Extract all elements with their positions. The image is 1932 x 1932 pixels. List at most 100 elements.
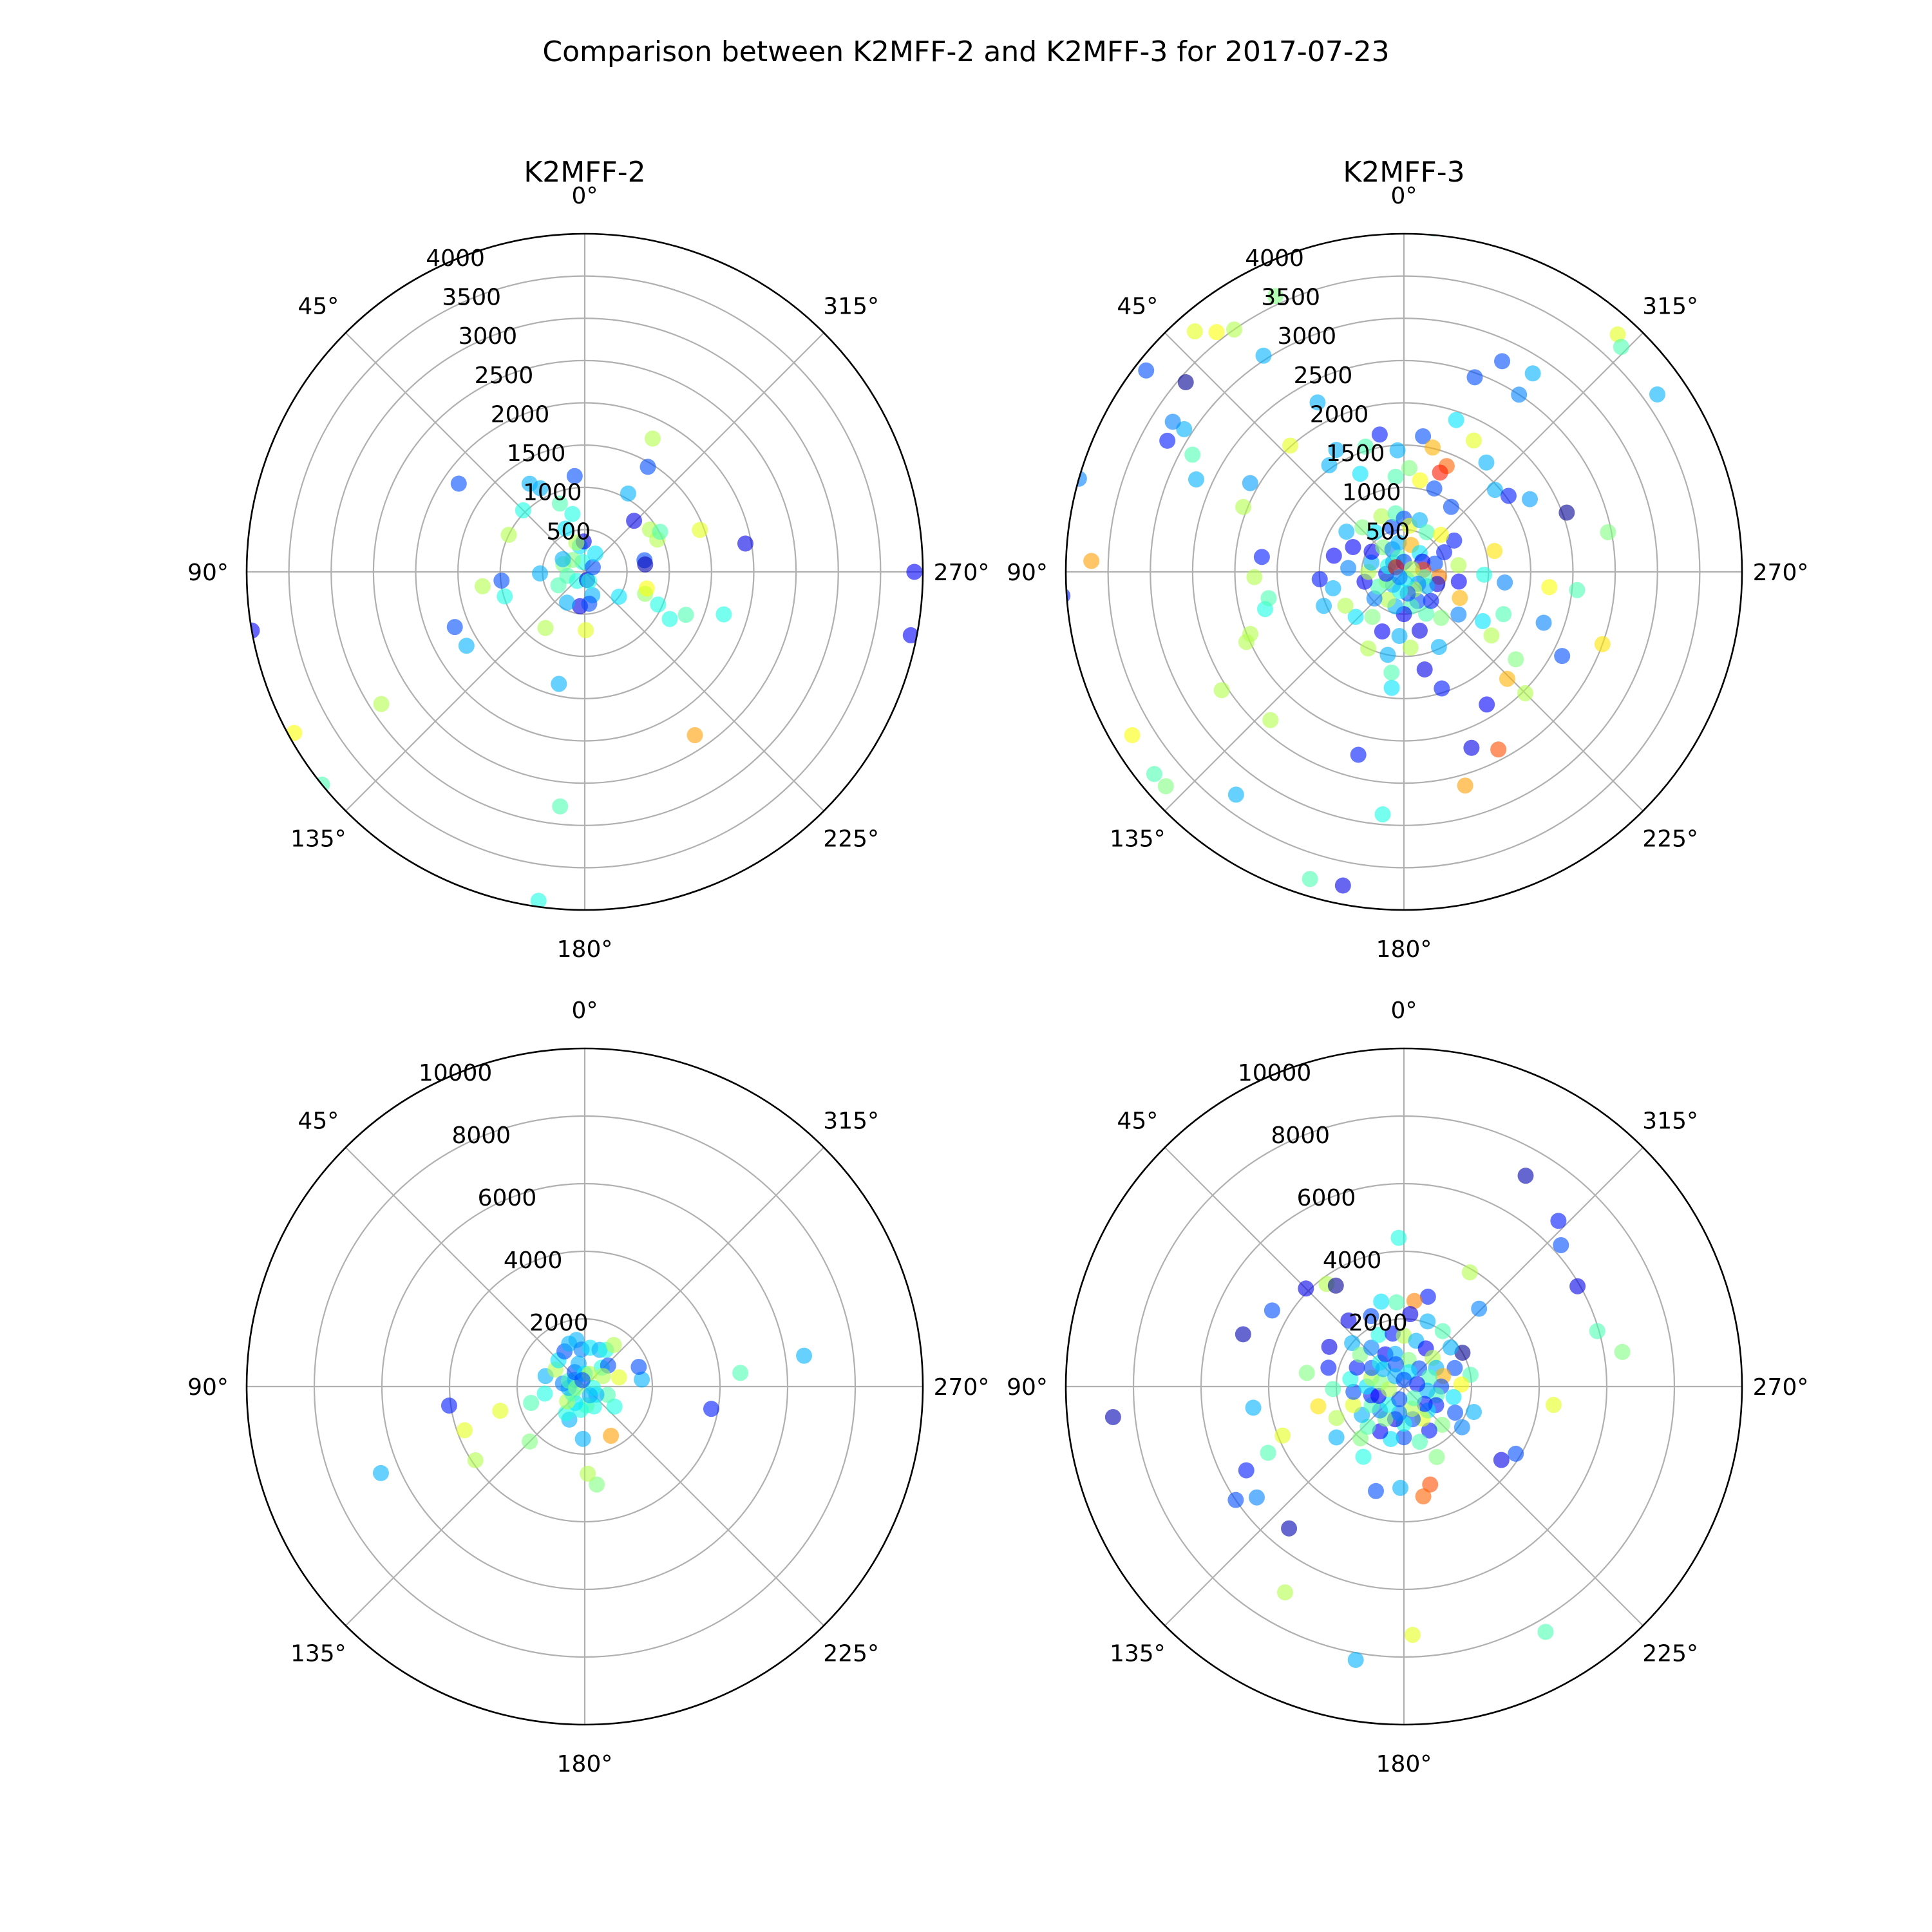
- data-point: [1569, 1278, 1586, 1294]
- data-point: [581, 573, 598, 589]
- polar-panel-3: 2000 4000 6000 8000 10000 0° 45° 90° 135° 180° 225…: [187, 998, 989, 1777]
- data-point: [1522, 491, 1539, 507]
- data-point: [1302, 871, 1318, 887]
- data-point: [1443, 498, 1459, 515]
- data-point: [1434, 680, 1450, 697]
- data-point: [1554, 648, 1571, 665]
- data-point: [1434, 1323, 1451, 1340]
- data-point: [1282, 437, 1298, 454]
- data-point: [1373, 508, 1390, 525]
- radial-tick-label: 2500: [1294, 363, 1353, 389]
- data-point: [1358, 438, 1374, 455]
- data-point: [611, 589, 627, 605]
- data-point: [1558, 504, 1575, 521]
- data-point: [1479, 696, 1495, 713]
- data-point: [1499, 670, 1515, 687]
- data-point: [630, 1358, 647, 1375]
- data-point: [458, 638, 475, 654]
- angular-tick-label: 315°: [1642, 293, 1698, 319]
- data-point: [1392, 1479, 1409, 1496]
- angular-tick-label: 270°: [934, 1374, 990, 1401]
- angular-tick-label: 135°: [290, 1641, 346, 1667]
- data-point: [1401, 460, 1417, 477]
- data-point: [574, 1372, 591, 1388]
- scatter-points: [246, 430, 923, 909]
- data-point: [373, 696, 390, 712]
- data-point: [692, 522, 708, 538]
- data-point: [450, 475, 467, 492]
- data-point: [1227, 1492, 1244, 1508]
- data-point: [1316, 598, 1332, 614]
- data-point: [1476, 566, 1493, 583]
- radial-tick-label: 2000: [1310, 401, 1369, 428]
- radial-tick-label: 4000: [1323, 1247, 1382, 1274]
- angular-grid-line: [345, 571, 585, 812]
- data-point: [523, 1394, 540, 1411]
- data-point: [1405, 1390, 1422, 1406]
- data-point: [732, 1365, 749, 1381]
- data-point: [1340, 1312, 1357, 1329]
- data-point: [1379, 647, 1396, 663]
- data-point: [1402, 1306, 1419, 1323]
- radial-tick-label: 1000: [523, 480, 582, 506]
- data-point: [1422, 1476, 1439, 1493]
- data-point: [1253, 549, 1270, 565]
- data-point: [1390, 1229, 1407, 1246]
- data-point: [1267, 288, 1283, 305]
- angular-grid-line: [584, 1146, 825, 1387]
- data-point: [1508, 651, 1524, 668]
- radial-tick-label: 2000: [1349, 1310, 1408, 1336]
- polar-frame: [1065, 1047, 1743, 1726]
- data-point: [1328, 442, 1345, 459]
- data-point: [1493, 1452, 1510, 1468]
- radial-tick-label: 6000: [1297, 1185, 1356, 1211]
- data-point: [1349, 1359, 1365, 1376]
- data-point: [1186, 323, 1203, 340]
- data-point: [1347, 609, 1364, 625]
- data-point: [585, 559, 601, 576]
- data-point: [1164, 413, 1181, 430]
- data-point: [1388, 1294, 1405, 1311]
- data-point: [1374, 623, 1390, 640]
- polar-panels: 500 1000 1500 2000 2500 3000 3500 4000 0° 45° 90° 1…: [187, 156, 1808, 1777]
- data-point: [644, 430, 661, 447]
- data-point: [536, 1385, 553, 1402]
- data-point: [1419, 1289, 1436, 1305]
- data-point: [1412, 1434, 1428, 1450]
- angular-grid-line: [584, 1386, 825, 1627]
- data-point: [1524, 365, 1541, 382]
- data-point: [620, 485, 636, 502]
- data-point: [1321, 1338, 1338, 1355]
- data-point: [1391, 569, 1408, 585]
- data-point: [1403, 561, 1420, 578]
- data-point: [1345, 1383, 1362, 1400]
- data-point: [1298, 1365, 1315, 1381]
- data-point: [1613, 339, 1629, 355]
- data-point: [1321, 457, 1338, 473]
- angular-grid-line: [345, 1146, 585, 1387]
- data-point: [1379, 591, 1396, 608]
- radial-tick-label: 4000: [1245, 245, 1304, 272]
- data-point: [1453, 1376, 1470, 1393]
- data-point: [1486, 482, 1503, 498]
- data-point: [1430, 639, 1447, 656]
- scatter-points: [1065, 233, 1666, 894]
- data-point: [1238, 1462, 1255, 1479]
- angular-tick-label: 225°: [823, 826, 879, 853]
- radial-tick-label: 4000: [426, 245, 485, 272]
- data-point: [1391, 1391, 1408, 1408]
- data-point: [1428, 1448, 1445, 1465]
- data-point: [1281, 1520, 1298, 1537]
- data-point: [554, 551, 571, 567]
- data-point: [1374, 806, 1391, 823]
- data-point: [1368, 1482, 1385, 1499]
- data-point: [581, 595, 598, 612]
- data-point: [1409, 1376, 1426, 1392]
- angular-tick-label: 0°: [572, 183, 598, 209]
- data-point: [1402, 639, 1419, 656]
- radial-tick-label: 1500: [1326, 440, 1385, 467]
- data-point: [611, 1369, 627, 1386]
- data-point: [1497, 574, 1513, 591]
- angular-grid-line: [1164, 571, 1405, 812]
